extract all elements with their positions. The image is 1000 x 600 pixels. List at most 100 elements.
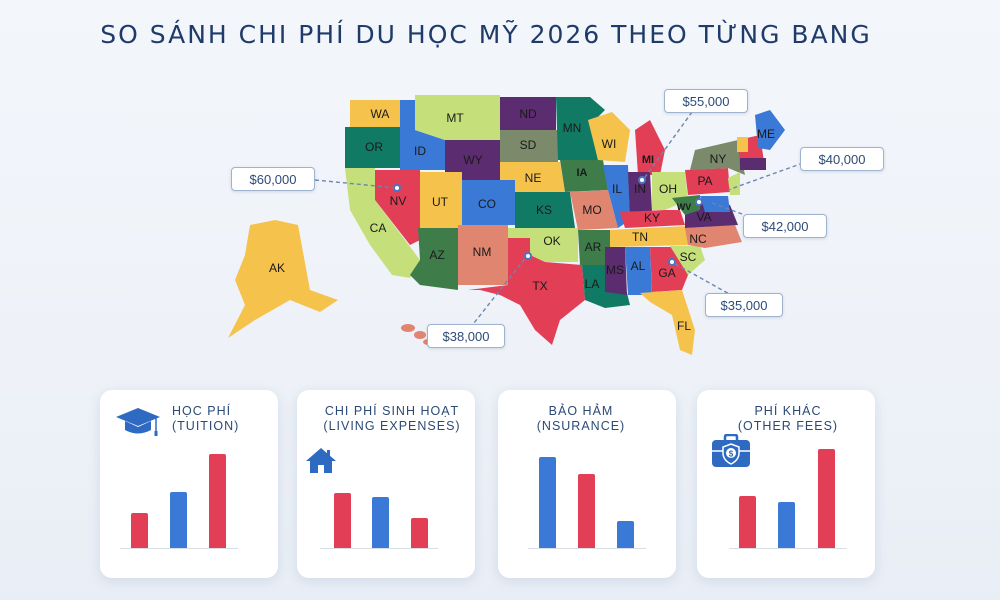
state-CA[interactable]: CA [345, 168, 420, 278]
svg-text:$: $ [729, 450, 734, 459]
card-title-line2: (LIVING EXPENSES) [323, 419, 461, 433]
svg-text:NM: NM [473, 245, 492, 259]
svg-text:OH: OH [659, 182, 677, 196]
graduation-cap-icon [116, 408, 160, 436]
card-title-line2: (TUITION) [172, 419, 240, 433]
svg-text:IL: IL [612, 182, 622, 196]
svg-text:SC: SC [680, 250, 697, 264]
state-CO[interactable]: CO [462, 180, 515, 225]
marker-GA[interactable] [668, 258, 676, 266]
state-OK[interactable]: OK [508, 228, 578, 262]
svg-text:AZ: AZ [429, 248, 444, 262]
svg-text:SD: SD [520, 138, 537, 152]
bar [778, 502, 795, 548]
svg-text:WV: WV [677, 202, 692, 212]
card-title-line1: HỌC PHÍ [172, 404, 232, 418]
state-MO[interactable]: MO [570, 190, 618, 230]
svg-text:GA: GA [658, 266, 675, 280]
state-KY[interactable]: KY [620, 210, 685, 228]
state-OR[interactable]: OR [345, 127, 400, 168]
marker-VA[interactable] [695, 198, 703, 206]
bar [578, 474, 595, 548]
bar [131, 513, 148, 548]
card-insurance: BẢO HẢM (NSURANCE) [498, 390, 676, 578]
state-ME[interactable]: ME [755, 110, 785, 150]
callout-mi[interactable]: $55,000 [664, 89, 748, 113]
state-SD[interactable]: SD [500, 130, 558, 162]
callout-tx[interactable]: $38,000 [427, 324, 505, 348]
svg-text:PA: PA [697, 174, 712, 188]
state-MN[interactable]: MN [556, 97, 605, 160]
card-title-line1: BẢO HẢM [548, 404, 614, 418]
svg-text:IN: IN [634, 182, 646, 196]
svg-text:MI: MI [642, 154, 654, 166]
callout-nv[interactable]: $60,000 [231, 167, 315, 191]
svg-text:ME: ME [757, 127, 775, 141]
bar [334, 493, 351, 548]
state-WI[interactable]: WI [588, 112, 630, 162]
state-ND[interactable]: ND [500, 97, 556, 130]
state-UT[interactable]: UT [420, 172, 462, 228]
state-FL[interactable]: FL [640, 290, 695, 355]
bar [739, 496, 756, 548]
card-other-fees: PHÍ KHÁC (OTHER FEES) $ [697, 390, 875, 578]
svg-text:VA: VA [696, 210, 711, 224]
svg-text:WA: WA [371, 107, 390, 121]
state-MI[interactable]: MI [635, 120, 665, 175]
svg-text:AL: AL [631, 259, 646, 273]
chart-baseline [120, 548, 238, 549]
marker-TX[interactable] [524, 252, 532, 260]
bar [170, 492, 187, 548]
state-AZ[interactable]: AZ [410, 228, 458, 290]
state-NV[interactable]: NV [375, 170, 420, 245]
card-tuition: HỌC PHÍ (TUITION) [100, 390, 278, 578]
svg-text:OR: OR [365, 140, 383, 154]
state-AL[interactable]: AL [625, 247, 652, 295]
state-SC[interactable]: SC [670, 246, 705, 275]
state-AK[interactable]: AK [228, 220, 338, 338]
bar [209, 454, 226, 548]
svg-text:AR: AR [585, 240, 602, 254]
state-NM[interactable]: NM [458, 225, 508, 285]
state-TN[interactable]: TN [610, 226, 690, 247]
callout-va[interactable]: $42,000 [743, 214, 827, 238]
state-TX[interactable]: TX [468, 238, 585, 345]
marker-MI[interactable] [638, 176, 646, 184]
svg-text:NY: NY [710, 152, 727, 166]
svg-text:MO: MO [582, 203, 601, 217]
state-AR[interactable]: AR [578, 230, 610, 265]
state-ID[interactable]: ID [400, 100, 445, 170]
card-title-line2: (NSURANCE) [536, 419, 626, 433]
state-IA[interactable]: IA [560, 160, 608, 192]
state-NE[interactable]: NE [500, 162, 565, 192]
bar [539, 457, 556, 548]
state-KS[interactable]: KS [515, 192, 575, 228]
state-MT[interactable]: MT [415, 95, 500, 140]
house-icon [306, 448, 336, 473]
svg-text:AK: AK [269, 261, 285, 275]
state-NC[interactable]: NC [685, 225, 742, 248]
chart-baseline [320, 548, 438, 549]
bar [818, 449, 835, 548]
state-WY[interactable]: WY [445, 140, 500, 180]
state-PA[interactable]: PA [685, 168, 730, 195]
callout-nj[interactable]: $40,000 [800, 147, 884, 171]
state-NY[interactable]: NY [690, 140, 745, 175]
svg-text:IA: IA [577, 167, 588, 179]
svg-text:MT: MT [446, 111, 464, 125]
svg-text:MN: MN [563, 121, 582, 135]
svg-text:ND: ND [519, 107, 537, 121]
svg-text:ID: ID [414, 144, 426, 158]
state-WA[interactable]: WA [350, 100, 410, 127]
state-WV[interactable]: WV [672, 195, 700, 215]
callout-ga[interactable]: $35,000 [705, 293, 783, 317]
state-MS[interactable]: MS [605, 247, 627, 295]
svg-text:NE: NE [525, 171, 542, 185]
svg-text:TX: TX [532, 279, 547, 293]
us-states-map: WA OR ID CA NV MT WY UT CO AZ NM ND SD N… [228, 95, 804, 355]
state-IN[interactable]: IN [628, 172, 652, 220]
card-living-expenses: CHI PHÍ SINH HOẠT (LIVING EXPENSES) [297, 390, 475, 578]
marker-NV[interactable] [393, 184, 401, 192]
svg-text:FL: FL [677, 319, 691, 333]
card-title-line1: PHÍ KHÁC [754, 404, 822, 418]
